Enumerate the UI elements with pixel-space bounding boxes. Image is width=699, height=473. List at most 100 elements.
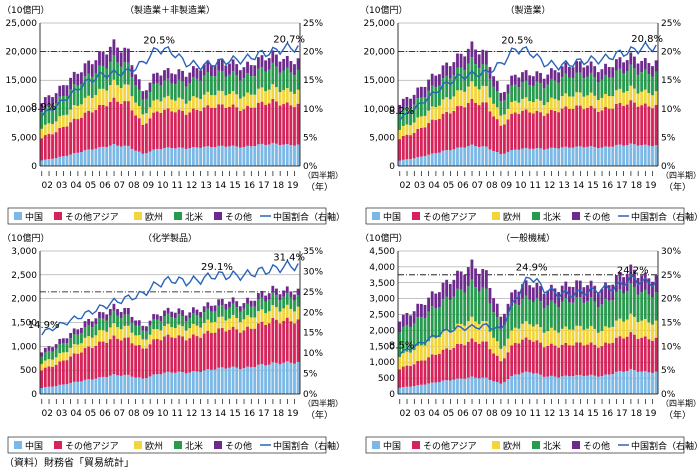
bar-asia <box>195 109 199 148</box>
bar-na <box>430 85 434 107</box>
bar-asia <box>137 345 141 378</box>
bar-asia <box>43 135 47 160</box>
bar-other <box>528 285 532 300</box>
bar-na <box>159 321 163 331</box>
bar-china <box>217 145 221 166</box>
bar-eu <box>416 345 420 361</box>
bar-na <box>651 297 654 325</box>
bar-china <box>65 155 69 166</box>
bar-asia <box>557 112 560 149</box>
bar-china <box>69 382 72 394</box>
bar-na <box>108 315 112 328</box>
quarter-label: Ⅰ <box>41 170 43 178</box>
bar-china <box>539 148 542 166</box>
bar-other <box>596 72 600 83</box>
bar-other <box>220 59 224 72</box>
bar-eu <box>87 335 91 347</box>
bar-na <box>470 57 474 82</box>
bar-eu <box>123 325 127 338</box>
bar-china <box>177 371 181 394</box>
bar-na <box>148 325 152 335</box>
legend-item: 欧州 <box>503 211 521 223</box>
y-tick-label: 5,000 <box>369 133 395 143</box>
bar-other <box>285 55 289 68</box>
bar-china <box>220 367 224 394</box>
bar-other <box>210 305 213 312</box>
bar-eu <box>600 330 604 347</box>
bar-other <box>513 74 517 85</box>
x-tick-label: 11 <box>529 181 540 191</box>
y2-tick-label: 0% <box>303 390 318 400</box>
bar-other <box>87 60 91 74</box>
bar-china <box>492 381 495 394</box>
bar-other <box>191 66 195 78</box>
bar-other <box>593 66 597 78</box>
bar-other <box>419 303 423 318</box>
bar-eu <box>618 318 622 337</box>
bar-na <box>546 305 550 332</box>
bar-asia <box>224 107 228 147</box>
bar-asia <box>271 317 275 363</box>
bar-na <box>593 301 597 329</box>
bar-other <box>213 305 217 312</box>
bar-other <box>40 103 44 113</box>
bar-other <box>549 68 553 79</box>
bar-eu <box>524 321 528 338</box>
bar-other <box>116 309 119 316</box>
bar-china <box>571 376 575 394</box>
bar-eu <box>528 100 532 113</box>
bar-na <box>416 317 420 346</box>
bar-china <box>108 375 112 394</box>
x-tick-label: 17 <box>258 181 269 191</box>
bar-eu <box>651 324 654 341</box>
bar-asia <box>61 126 65 157</box>
bar-china <box>448 150 452 166</box>
bar-other <box>654 275 658 293</box>
bar-asia <box>289 105 293 146</box>
bar-other <box>177 308 181 315</box>
bar-asia <box>148 344 152 377</box>
quarter-label: Ⅰ <box>250 170 252 178</box>
bar-other <box>535 282 539 299</box>
bar-eu <box>622 92 625 106</box>
bar-china <box>148 151 152 166</box>
bar-other <box>242 67 246 79</box>
bar-other <box>173 312 177 319</box>
x-tick-label: 11 <box>529 409 540 419</box>
bar-china <box>293 363 296 394</box>
bar-china <box>517 149 521 166</box>
bar-na <box>600 79 604 98</box>
bar-eu <box>441 331 445 350</box>
bar-asia <box>293 107 296 146</box>
bar-china <box>264 144 267 166</box>
bar-china <box>459 378 463 394</box>
bar-eu <box>285 304 289 318</box>
bar-other <box>651 281 654 298</box>
bar-china <box>553 147 557 166</box>
x-tick-label: 03 <box>56 409 67 419</box>
legend-swatch <box>412 212 420 220</box>
bar-asia <box>210 333 213 370</box>
bar-na <box>499 327 503 349</box>
bar-eu <box>116 85 119 102</box>
bar-asia <box>614 103 618 145</box>
bar-na <box>560 301 564 329</box>
bar-na <box>582 302 586 330</box>
quarter-label: Ⅰ <box>644 170 646 178</box>
bar-other <box>72 328 76 335</box>
bar-na <box>456 67 459 91</box>
quarter-label: Ⅰ <box>192 398 194 406</box>
bar-asia <box>101 104 105 147</box>
bar-na <box>633 287 636 317</box>
bar-na <box>531 301 535 327</box>
bar-other <box>452 62 456 76</box>
bar-eu <box>293 93 296 108</box>
bar-china <box>130 376 134 394</box>
bar-other <box>542 293 546 309</box>
bar-other <box>430 73 434 86</box>
y-tick-label: 15,000 <box>364 76 396 86</box>
bar-other <box>607 67 611 78</box>
x-tick-label: 08 <box>486 409 498 419</box>
bar-na <box>141 99 145 115</box>
bar-eu <box>614 320 618 338</box>
